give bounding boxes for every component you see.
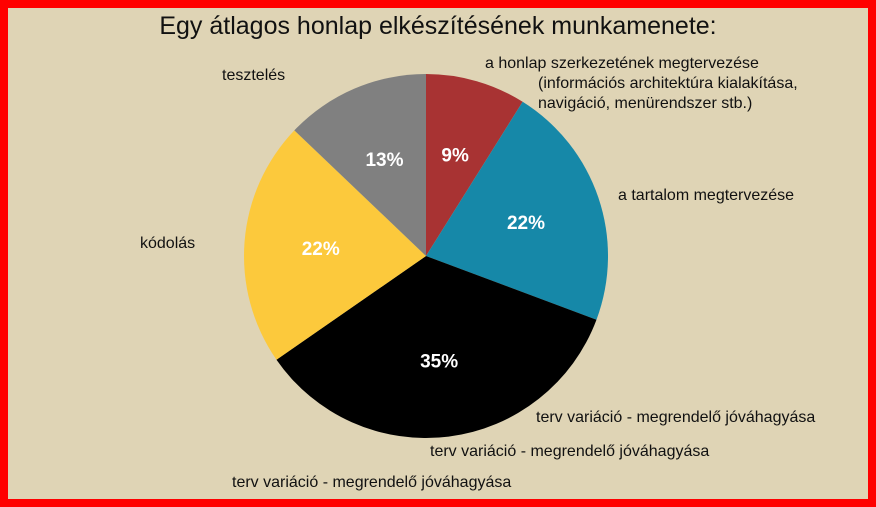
label-structure-detail-2: navigáció, menürendszer stb.) (538, 95, 753, 112)
label-structure: a honlap szerkezetének megtervezése (485, 55, 759, 72)
label-content: a tartalom megtervezése (618, 187, 795, 204)
label-structure-detail-1: (információs architektúra kialakítása, (538, 75, 798, 92)
label-testing: tesztelés (222, 67, 286, 84)
slice-content (426, 101, 608, 320)
label-coding: kódolás (140, 235, 196, 252)
slice-percent-label: 22% (302, 239, 340, 260)
label-design-variation-3: terv variáció - megrendelő jóváhagyása (232, 474, 512, 491)
slice-structure (426, 74, 523, 256)
slice-percent-label: 9% (441, 146, 469, 167)
slice-percent-label: 22% (507, 213, 545, 234)
slice-percent-label: 35% (420, 352, 458, 373)
slice-percent-label: 13% (365, 150, 403, 171)
slice-coding (243, 130, 426, 360)
label-design-variation-1: terv variáció - megrendelő jóváhagyása (536, 409, 816, 426)
chart-title: Egy átlagos honlap elkészítésének munkam… (159, 12, 717, 40)
label-design-variation-2: terv variáció - megrendelő jóváhagyása (430, 443, 710, 460)
slice-testing (294, 74, 426, 256)
slice-design-variation (276, 256, 597, 439)
